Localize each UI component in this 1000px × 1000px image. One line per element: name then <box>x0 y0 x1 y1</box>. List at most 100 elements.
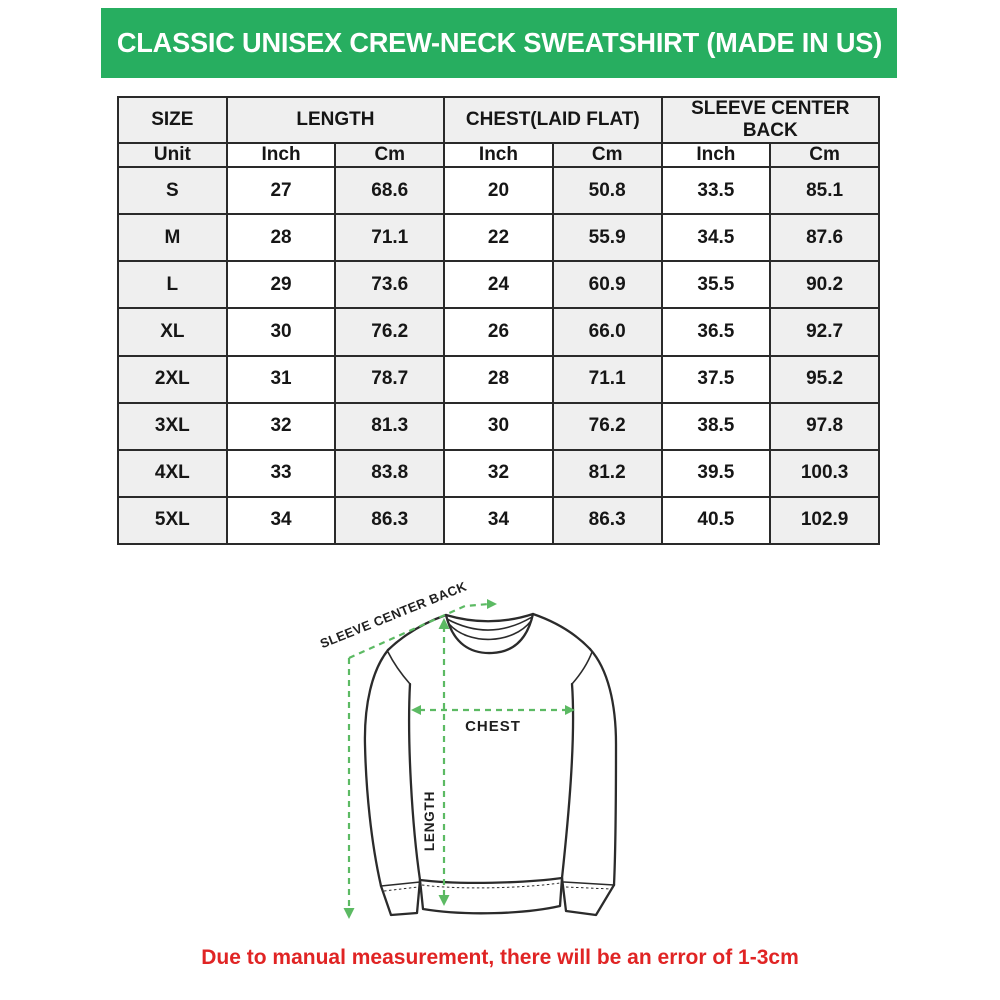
size-cell: L <box>117 260 228 310</box>
left-cuff <box>379 878 422 917</box>
measurement-diagram: SLEEVE CENTER BACK CHEST LENGTH <box>300 570 700 950</box>
value-cell: 102.9 <box>769 495 880 546</box>
value-cell: 66.0 <box>551 307 663 357</box>
value-cell: 36.5 <box>660 307 772 357</box>
left-sleeve-outer <box>363 648 390 888</box>
hem-stitch <box>421 882 561 889</box>
arrowhead-left-icon <box>411 705 421 715</box>
value-cell: 60.9 <box>551 260 663 310</box>
collar-rib-line <box>448 620 532 641</box>
group-header-row: SIZE LENGTH CHEST(LAID FLAT) SLEEVE CENT… <box>117 96 881 144</box>
page-title: CLASSIC UNISEX CREW-NECK SWEATSHIRT (MAD… <box>116 27 882 58</box>
value-cell: 27 <box>225 165 337 216</box>
value-cell: 28 <box>443 354 554 404</box>
value-cell: 26 <box>443 307 554 357</box>
hem-band <box>418 876 564 915</box>
right-sleeve-outer <box>588 647 618 887</box>
collar-rib-line <box>446 616 533 631</box>
col-header-length: LENGTH <box>225 96 446 144</box>
size-cell: 2XL <box>117 354 228 404</box>
value-cell: 85.1 <box>769 165 880 216</box>
title-banner: CLASSIC UNISEX CREW-NECK SWEATSHIRT (MAD… <box>101 8 897 78</box>
unit-cm-cell: Cm <box>334 142 446 168</box>
size-cell: S <box>117 165 228 216</box>
value-cell: 78.7 <box>334 354 446 404</box>
sleeve-center-back-diagonal-dash <box>348 602 490 660</box>
unit-inch-cell: Inch <box>225 142 337 168</box>
value-cell: 71.1 <box>334 213 446 263</box>
value-cell: 34.5 <box>660 213 772 263</box>
right-armhole-seam <box>571 651 593 685</box>
value-cell: 55.9 <box>551 213 663 263</box>
table-row: 5XL 34 86.3 34 86.3 40.5 102.9 <box>117 495 880 546</box>
value-cell: 50.8 <box>551 165 663 216</box>
col-header-sleeve-center-back: SLEEVE CENTER BACK <box>660 96 881 144</box>
table-row: XL 30 76.2 26 66.0 36.5 92.7 <box>117 307 880 357</box>
table-row: 4XL 33 83.8 32 81.2 39.5 100.3 <box>117 448 880 498</box>
size-cell: XL <box>117 307 228 357</box>
value-cell: 24 <box>443 260 554 310</box>
value-cell: 68.6 <box>334 165 446 216</box>
unit-label-cell: Unit <box>117 142 228 168</box>
value-cell: 87.6 <box>769 213 880 263</box>
length-label: LENGTH <box>422 791 437 851</box>
value-cell: 38.5 <box>660 401 772 451</box>
right-cuff-stitch <box>565 886 612 890</box>
value-cell: 81.2 <box>551 448 663 498</box>
right-cuff <box>560 876 616 917</box>
value-cell: 39.5 <box>660 448 772 498</box>
table-row: S 27 68.6 20 50.8 33.5 85.1 <box>117 165 880 216</box>
unit-cm-cell: Cm <box>769 142 880 168</box>
arrowhead-up-icon <box>438 618 450 629</box>
value-cell: 90.2 <box>769 260 880 310</box>
sweatshirt-outline <box>363 612 618 917</box>
size-table-container: SIZE LENGTH CHEST(LAID FLAT) SLEEVE CENT… <box>117 96 881 546</box>
value-cell: 83.8 <box>334 448 446 498</box>
table-row: L 29 73.6 24 60.9 35.5 90.2 <box>117 260 880 310</box>
chest-measure-arrow <box>411 705 575 715</box>
size-table: SIZE LENGTH CHEST(LAID FLAT) SLEEVE CENT… <box>117 96 881 546</box>
unit-header-row: Unit Inch Cm Inch Cm Inch Cm <box>117 142 880 168</box>
value-cell: 81.3 <box>334 401 446 451</box>
hem-top-seam <box>418 876 564 885</box>
value-cell: 34 <box>225 495 337 546</box>
left-cuff-seam <box>380 881 421 887</box>
size-cell: 3XL <box>117 401 228 451</box>
length-measure-line <box>438 618 450 906</box>
collar-outer-edge <box>444 612 535 655</box>
col-header-chest: CHEST(LAID FLAT) <box>443 96 663 144</box>
value-cell: 73.6 <box>334 260 446 310</box>
left-cuff-stitch <box>383 886 419 892</box>
measurement-overlays: SLEEVE CENTER BACK CHEST LENGTH <box>318 578 575 919</box>
unit-cm-cell: Cm <box>551 142 663 168</box>
value-cell: 86.3 <box>551 495 663 546</box>
measurement-note: Due to manual measurement, there will be… <box>201 946 799 969</box>
value-cell: 71.1 <box>551 354 663 404</box>
sleeve-center-back-measure-line <box>343 599 497 919</box>
left-armhole-seam <box>387 651 411 685</box>
value-cell: 28 <box>225 213 337 263</box>
value-cell: 95.2 <box>769 354 880 404</box>
value-cell: 20 <box>443 165 554 216</box>
right-cuff-seam <box>563 881 615 886</box>
value-cell: 40.5 <box>660 495 772 546</box>
value-cell: 30 <box>443 401 554 451</box>
table-row: 3XL 32 81.3 30 76.2 38.5 97.8 <box>117 401 880 451</box>
value-cell: 35.5 <box>660 260 772 310</box>
unit-inch-cell: Inch <box>660 142 772 168</box>
size-cell: 5XL <box>117 495 228 546</box>
value-cell: 31 <box>225 354 337 404</box>
size-cell: 4XL <box>117 448 228 498</box>
table-row: M 28 71.1 22 55.9 34.5 87.6 <box>117 213 880 263</box>
right-shoulder <box>531 612 592 651</box>
left-sleeve-inner <box>407 682 422 882</box>
value-cell: 100.3 <box>769 448 880 498</box>
value-cell: 33.5 <box>660 165 772 216</box>
value-cell: 33 <box>225 448 337 498</box>
value-cell: 92.7 <box>769 307 880 357</box>
value-cell: 86.3 <box>334 495 446 546</box>
arrowhead-down-icon <box>343 908 355 919</box>
size-cell: M <box>117 213 228 263</box>
arrowhead-down-icon <box>438 895 450 906</box>
arrowhead-right-icon <box>487 599 497 609</box>
